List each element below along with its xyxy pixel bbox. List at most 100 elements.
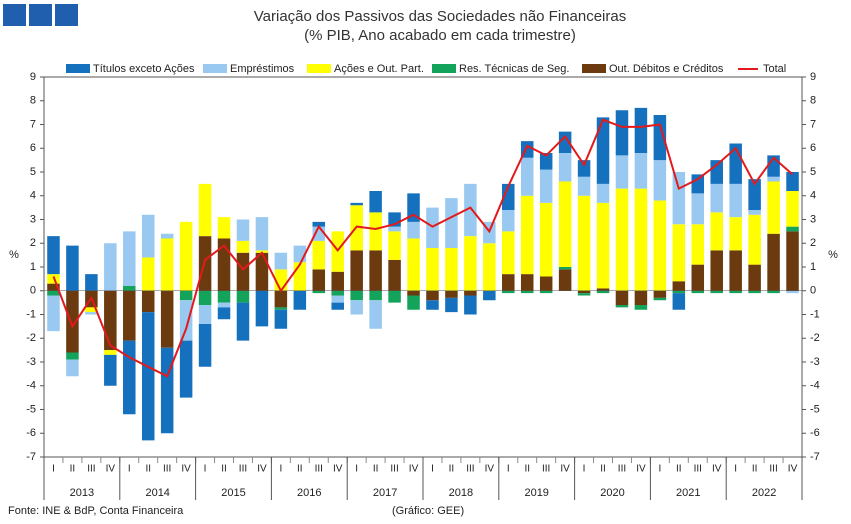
bar-segment	[85, 312, 98, 315]
bar-segment	[47, 290, 60, 296]
x-tick-label: II	[373, 464, 379, 475]
bar-segment	[710, 250, 723, 291]
x-tick-label: II	[676, 464, 682, 475]
bar-segment	[141, 257, 155, 291]
year-label: 2018	[449, 487, 473, 499]
bar-segment	[767, 233, 780, 291]
y2-tick-label: 8	[810, 95, 816, 107]
bar-segment	[748, 264, 761, 291]
bar-segment	[426, 300, 439, 310]
y2-tick-label: 6	[810, 142, 816, 154]
bar-segment	[293, 290, 307, 310]
y-tick-label: 4	[30, 190, 36, 202]
bar-segment	[672, 172, 686, 225]
bar-segment	[179, 290, 193, 301]
bar-segment	[255, 290, 269, 327]
bar-segment	[331, 290, 344, 296]
bar-segment	[369, 212, 382, 251]
year-label: 2015	[221, 487, 245, 499]
bar-segment	[407, 221, 420, 239]
bar-segment	[179, 221, 193, 291]
bar-segment	[748, 210, 761, 215]
x-tick-label: IV	[257, 464, 267, 475]
bar-segment	[634, 305, 648, 310]
bar-segment	[47, 236, 60, 275]
bar-segment	[236, 219, 250, 241]
bar-segment	[672, 290, 686, 294]
y-tick-label: 2	[30, 237, 36, 249]
legend-label: Títulos exceto Ações	[93, 63, 195, 75]
year-label: 2016	[297, 487, 321, 499]
bar-segment	[104, 354, 117, 386]
bar-segment	[104, 350, 117, 355]
bar-segment	[464, 183, 477, 237]
bar-segment	[217, 238, 231, 291]
bar-segment	[445, 297, 458, 313]
bar-segment	[141, 290, 155, 313]
bar-segment	[464, 290, 477, 296]
bar-segment	[255, 252, 269, 291]
y-tick-label: 9	[30, 71, 36, 83]
bar-segment	[407, 193, 420, 222]
bar-segment	[179, 300, 193, 341]
bar-segment	[312, 269, 326, 291]
y2-tick-label: -3	[810, 356, 820, 368]
y2-tick-label: 0	[810, 285, 816, 297]
bar-segment	[217, 307, 231, 320]
x-tick-label: I	[507, 464, 510, 475]
bar-segment	[85, 307, 98, 313]
bar-segment	[464, 295, 477, 315]
bar-segment	[293, 262, 307, 291]
bar-segment	[767, 176, 780, 182]
bar-segment	[748, 214, 761, 265]
bar-segment	[520, 274, 534, 291]
year-label: 2019	[524, 487, 548, 499]
year-label: 2017	[373, 487, 397, 499]
x-tick-label: III	[542, 464, 550, 475]
x-tick-label: III	[618, 464, 626, 475]
y-tick-label: 8	[30, 95, 36, 107]
bar-segment	[767, 181, 780, 234]
bar-segment	[672, 293, 686, 310]
bar-segment	[653, 160, 667, 201]
bar-segment	[596, 202, 610, 289]
bar-segment	[350, 290, 363, 301]
bar-segment	[502, 274, 515, 291]
bar-segment	[350, 202, 363, 206]
bar-segment	[350, 250, 363, 291]
bar-segment	[596, 183, 610, 203]
bar-segment	[615, 290, 629, 305]
bar-segment	[426, 248, 439, 291]
bar-segment	[123, 340, 136, 415]
x-tick-label: II	[145, 464, 151, 475]
bar-segment	[312, 221, 326, 227]
bar-segment	[331, 295, 344, 303]
bar-segment	[634, 290, 648, 305]
bar-segment	[596, 290, 610, 294]
y2-tick-label: 9	[810, 71, 816, 83]
year-label: 2022	[752, 487, 776, 499]
bar-segment	[691, 174, 705, 194]
bar-segment	[786, 191, 799, 227]
x-tick-label: III	[466, 464, 474, 475]
bar-segment	[691, 193, 705, 225]
legend-swatch	[203, 64, 227, 73]
bar-segment	[653, 290, 667, 298]
bar-segment	[539, 153, 553, 170]
bar-segment	[369, 191, 382, 213]
bar-segment	[520, 195, 534, 275]
plot-frame	[43, 76, 803, 458]
bar-segment	[274, 252, 288, 270]
legend-label: Total	[763, 63, 786, 75]
legend-label: Out. Débitos e Créditos	[609, 63, 724, 75]
bar-segment	[85, 274, 98, 291]
bar-segment	[748, 290, 761, 294]
x-tick-label: II	[600, 464, 606, 475]
bar-segment	[577, 293, 591, 296]
y-tick-label: 7	[30, 118, 36, 130]
y2-tick-label: 7	[810, 118, 816, 130]
x-tick-label: III	[163, 464, 171, 475]
bar-segment	[539, 276, 553, 291]
bar-segment	[369, 300, 382, 329]
